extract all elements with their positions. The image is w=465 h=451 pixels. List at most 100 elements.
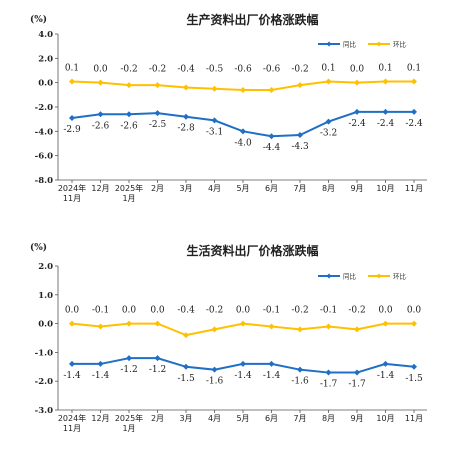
chart-1: 生产资料出厂价格涨跌幅 (%) 4.0 2.0 0.0 -2.0 -4.0 -6.0 -8.0 2… — [30, 12, 427, 203]
data-point-环比 — [382, 320, 389, 327]
y-tick-label: -6.0 — [35, 152, 53, 162]
x-tick-label: 11月 — [405, 184, 423, 193]
legend-label-环比: 环比 — [393, 40, 407, 49]
data-label-同比: -1.4 — [377, 371, 395, 381]
data-label-环比: -0.6 — [234, 65, 252, 75]
data-label-同比: -3.1 — [206, 127, 223, 137]
y-tick-label: -8.0 — [35, 176, 53, 186]
legend-label-环比: 环比 — [393, 272, 407, 281]
legend-marker-环比 — [376, 41, 382, 47]
data-point-同比 — [211, 117, 218, 124]
data-point-环比 — [297, 326, 303, 333]
data-point-环比 — [354, 79, 360, 86]
data-point-同比 — [411, 108, 417, 115]
data-point-环比 — [97, 79, 104, 86]
data-point-同比 — [325, 118, 332, 125]
data-label-环比: -0.5 — [206, 65, 224, 75]
x-tick-label: 5月 — [236, 184, 249, 193]
data-label-环比: -0.1 — [320, 306, 337, 316]
y-tick-label: 4.0 — [38, 30, 53, 40]
legend-label-同比: 同比 — [343, 40, 357, 49]
data-point-环比 — [69, 320, 75, 327]
data-label-同比: -1.2 — [120, 365, 137, 375]
data-point-环比 — [354, 326, 360, 333]
x-tick-label: 2024年 11月 — [58, 183, 86, 203]
data-label-同比: -1.6 — [206, 377, 224, 387]
data-label-环比: -0.4 — [177, 65, 195, 75]
data-label-同比: -2.4 — [377, 119, 395, 129]
data-label-环比: -0.2 — [291, 306, 308, 316]
data-label-同比: -1.4 — [63, 371, 81, 381]
legend-label-同比: 同比 — [343, 272, 357, 281]
chart-2: 生活资料出厂价格涨跌幅 (%) 2.0 1.0 0.0 -1.0 -2.0 -3.0 2024年… — [30, 242, 427, 433]
x-tick-label: 2025年 1月 — [115, 413, 143, 433]
data-label-环比: 0.1 — [321, 63, 335, 73]
data-label-同比: -1.5 — [177, 374, 195, 384]
x-tick-label: 3月 — [179, 414, 192, 423]
y-tick-label: -1.0 — [35, 348, 53, 358]
x-tick-label: 2月 — [151, 414, 164, 423]
data-point-同比 — [154, 110, 161, 117]
data-label-环比: -0.2 — [291, 65, 308, 75]
data-point-环比 — [297, 82, 303, 89]
data-point-环比 — [126, 320, 132, 327]
data-point-同比 — [382, 360, 389, 367]
data-label-环比: -0.2 — [348, 306, 365, 316]
data-point-环比 — [97, 323, 104, 330]
data-label-环比: -0.1 — [263, 306, 280, 316]
data-point-环比 — [211, 326, 218, 333]
data-point-同比 — [126, 111, 132, 118]
x-tick-label: 6月 — [265, 414, 278, 423]
data-point-环比 — [268, 323, 275, 330]
data-label-环比: 0.0 — [407, 306, 422, 316]
y-unit-label: (%) — [30, 14, 47, 25]
x-tick-label: 11月 — [405, 414, 423, 423]
legend: 同比 环比 — [318, 40, 407, 49]
data-point-环比 — [69, 78, 75, 85]
data-point-环比 — [240, 320, 246, 327]
data-point-同比 — [297, 366, 303, 373]
x-tick-label: 2025年 1月 — [115, 183, 143, 203]
data-label-环比: -0.4 — [177, 306, 195, 316]
data-label-环比: -0.2 — [120, 65, 137, 75]
y-tick-label: 2.0 — [38, 54, 53, 64]
y-tick-label: 0.0 — [38, 79, 53, 89]
data-label-同比: -1.5 — [405, 374, 423, 384]
data-point-环比 — [211, 85, 218, 92]
y-tick-label: -4.0 — [35, 127, 53, 137]
data-point-同比 — [97, 360, 104, 367]
x-tick-label: 9月 — [350, 414, 363, 423]
data-label-同比: -3.2 — [320, 129, 337, 139]
x-tick-label: 3月 — [179, 184, 192, 193]
data-point-同比 — [154, 355, 161, 362]
y-tick-label: -2.0 — [35, 377, 53, 387]
y-tick-label: 2.0 — [38, 262, 53, 272]
data-label-同比: -2.4 — [405, 119, 423, 129]
x-tick-label: 12月 — [91, 184, 109, 193]
data-point-同比 — [297, 131, 303, 138]
data-point-同比 — [211, 366, 218, 373]
data-label-同比: -1.7 — [320, 380, 338, 390]
data-label-环比: 0.0 — [350, 65, 365, 75]
data-label-同比: -1.4 — [263, 371, 281, 381]
chart-title: 生活资料出厂价格涨跌幅 — [186, 243, 318, 258]
data-point-环比 — [183, 84, 189, 91]
y-tick-label: 0.0 — [38, 320, 53, 330]
data-label-环比: 0.1 — [65, 63, 79, 73]
data-point-同比 — [97, 111, 104, 118]
data-label-同比: -4.3 — [291, 142, 309, 152]
y-tick-label: 1.0 — [38, 291, 53, 301]
x-tick-label: 7月 — [293, 184, 306, 193]
data-label-同比: -1.4 — [92, 371, 110, 381]
data-point-同比 — [268, 360, 275, 367]
x-tick-label: 9月 — [350, 184, 363, 193]
data-label-同比: -4.0 — [234, 138, 252, 148]
data-point-同比 — [126, 355, 132, 362]
data-point-环比 — [325, 323, 332, 330]
data-label-环比: -0.6 — [263, 65, 281, 75]
legend-marker-同比 — [326, 273, 332, 279]
data-label-同比: -2.8 — [177, 124, 195, 134]
x-tick-label: 2月 — [151, 184, 164, 193]
data-label-环比: 0.0 — [150, 306, 165, 316]
data-label-同比: -2.6 — [92, 121, 110, 131]
